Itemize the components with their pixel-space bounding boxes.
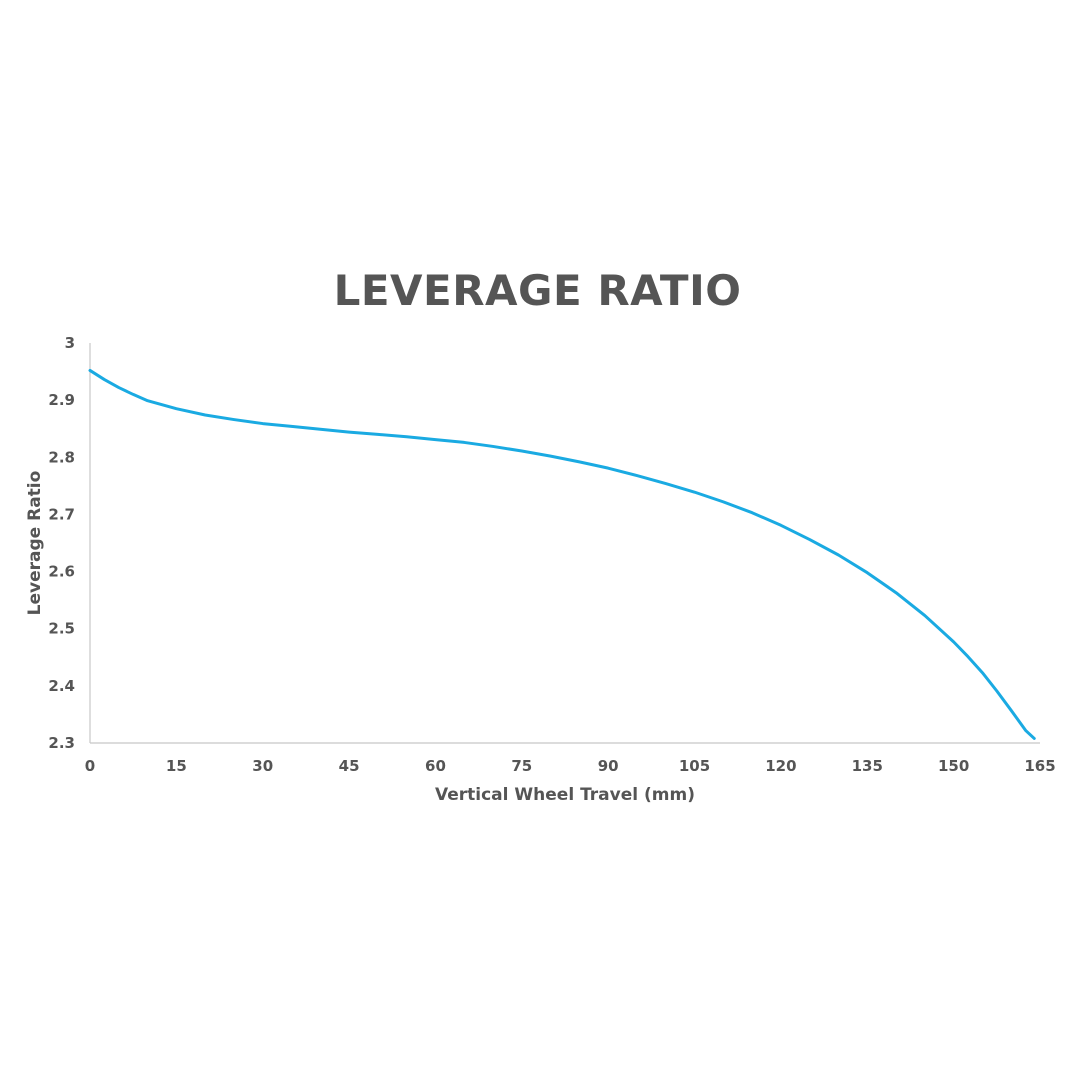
x-axis-ticks: 0 15 30 45 60 75 90 105 120 135 150 165 — [85, 757, 1056, 775]
y-axis-ticks: 2.3 2.4 2.5 2.6 2.7 2.8 2.9 3 — [48, 334, 75, 752]
x-axis-title: Vertical Wheel Travel (mm) — [435, 785, 695, 805]
y-tick-label: 3 — [65, 334, 75, 352]
x-tick-label: 75 — [511, 757, 532, 775]
x-tick-label: 0 — [85, 757, 95, 775]
y-tick-label: 2.8 — [48, 448, 75, 466]
x-tick-label: 90 — [598, 757, 619, 775]
x-tick-label: 15 — [166, 757, 187, 775]
x-tick-label: 30 — [252, 757, 273, 775]
y-tick-label: 2.4 — [48, 677, 75, 695]
x-tick-label: 60 — [425, 757, 446, 775]
y-tick-label: 2.6 — [48, 563, 75, 581]
series-group — [88, 368, 1036, 740]
x-tick-label: 165 — [1024, 757, 1055, 775]
x-tick-label: 150 — [938, 757, 969, 775]
x-tick-label: 105 — [679, 757, 710, 775]
chart-title: LEVERAGE RATIO — [333, 266, 742, 315]
axes — [89, 343, 1040, 744]
y-tick-label: 2.5 — [48, 620, 75, 638]
x-tick-label: 45 — [339, 757, 360, 775]
y-tick-label: 2.7 — [48, 505, 75, 523]
x-tick-label: 135 — [852, 757, 883, 775]
y-tick-label: 2.3 — [48, 734, 75, 752]
y-axis-title: Leverage Ratio — [25, 471, 45, 616]
series-line — [88, 368, 1036, 740]
x-tick-label: 120 — [765, 757, 796, 775]
y-tick-label: 2.9 — [48, 391, 75, 409]
